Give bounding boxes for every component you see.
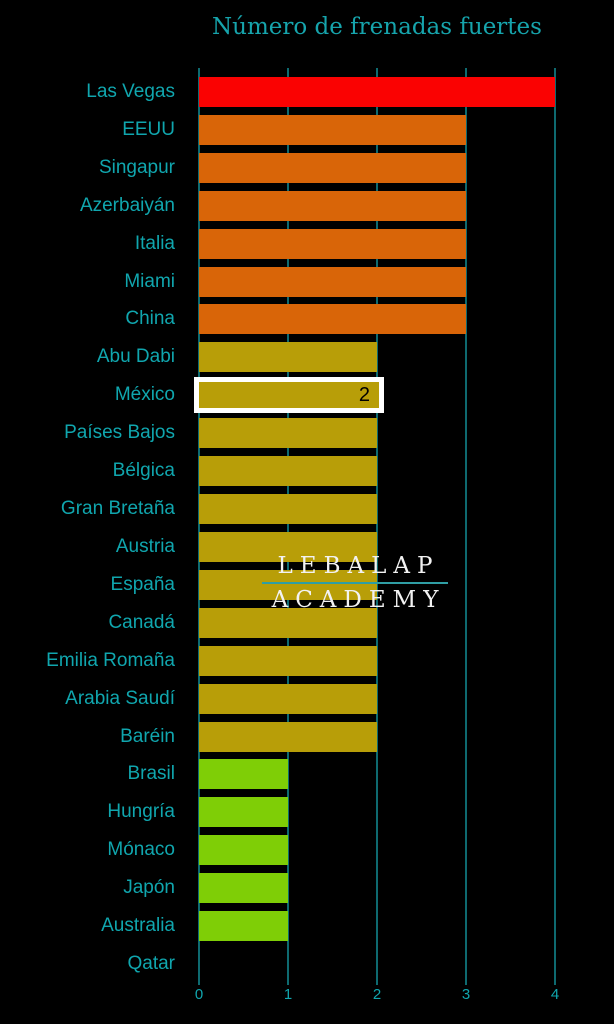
category-label-eeuu: EEUU (122, 118, 175, 140)
bar-las-vegas (199, 77, 555, 107)
category-label-paises-bajos: Países Bajos (64, 422, 175, 444)
category-label-emilia-romana: Emilia Romaña (46, 649, 175, 671)
bar-abu-dabi (199, 342, 377, 373)
bar-mexico: 2 (194, 377, 384, 414)
bar-singapur (199, 152, 466, 183)
x-axis-tick-label-3: 3 (461, 986, 471, 1003)
chart-title: Número de frenadas fuertes (212, 14, 542, 40)
bar-eeuu (199, 114, 466, 145)
bar-belgica (199, 456, 377, 487)
category-label-azerbaiyan: Azerbaiyán (79, 194, 175, 216)
watermark-line-1: LEBALAP (277, 553, 440, 579)
bar-canada (199, 607, 377, 638)
bar-value-label: 2 (358, 384, 370, 407)
category-label-abu-dabi: Abu Dabi (96, 346, 175, 368)
bar-espana (199, 569, 377, 600)
category-label-italia: Italia (134, 232, 175, 254)
gridline-0 (198, 68, 200, 985)
category-label-singapur: Singapur (98, 156, 175, 178)
category-label-china: China (125, 308, 175, 330)
bar-japon (199, 873, 288, 904)
category-label-belgica: Bélgica (112, 460, 175, 482)
bar-azerbaiyan (199, 190, 466, 221)
category-label-qatar: Qatar (127, 952, 175, 974)
category-label-monaco: Mónaco (107, 839, 175, 861)
bar-emilia-romana (199, 645, 377, 676)
bar-italia (199, 228, 466, 259)
x-axis-tick-label-1: 1 (283, 986, 293, 1003)
category-label-miami: Miami (124, 270, 175, 292)
category-label-brasil: Brasil (127, 763, 175, 785)
bar-china (199, 304, 466, 335)
category-label-hungria: Hungría (107, 801, 175, 823)
bar-barein (199, 721, 377, 752)
bar-hungria (199, 797, 288, 828)
category-label-las-vegas: Las Vegas (86, 81, 175, 102)
category-label-barein: Baréin (120, 725, 175, 747)
category-label-canada: Canadá (108, 611, 175, 633)
category-label-arabia-saudi: Arabia Saudí (65, 687, 175, 709)
category-label-mexico: México (114, 384, 175, 406)
gridline-2 (376, 68, 378, 985)
bar-australia (199, 911, 288, 942)
watermark-line-2: ACADEMY (271, 587, 446, 613)
bar-gran-bretana (199, 494, 377, 525)
gridline-4 (554, 68, 556, 985)
gridline-3 (465, 68, 467, 985)
x-axis-tick-label-0: 0 (194, 986, 204, 1003)
bar-austria (199, 531, 377, 562)
gridline-1 (287, 68, 289, 985)
x-axis-tick-label-4: 4 (550, 986, 560, 1003)
bar-miami (199, 266, 466, 297)
category-label-australia: Australia (101, 915, 175, 937)
x-axis-tick-label-2: 2 (372, 986, 382, 1003)
watermark-divider (262, 582, 448, 584)
category-label-austria: Austria (115, 535, 175, 557)
bar-paises-bajos (199, 418, 377, 449)
bar-brasil (199, 759, 288, 790)
category-label-japon: Japón (123, 877, 175, 899)
bar-arabia-saudi (199, 683, 377, 714)
watermark: LEBALAP ACADEMY (262, 552, 448, 614)
bar-monaco (199, 835, 288, 866)
category-label-gran-bretana: Gran Bretaña (60, 498, 175, 520)
category-label-espana: España (110, 573, 175, 595)
